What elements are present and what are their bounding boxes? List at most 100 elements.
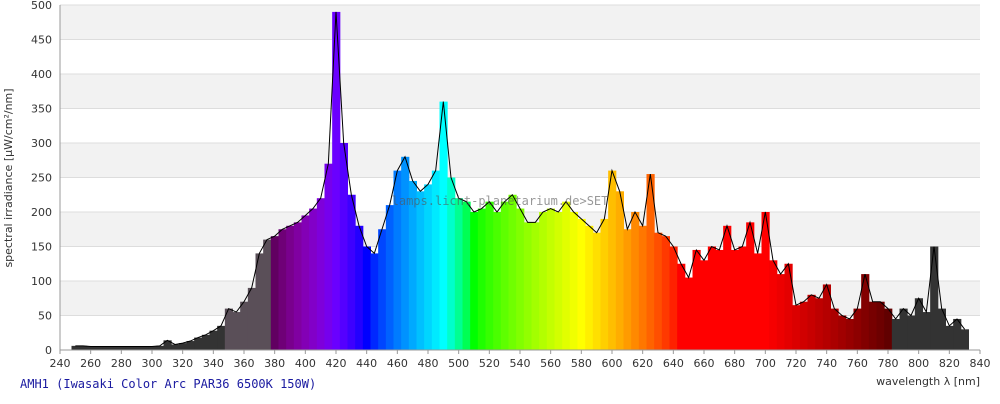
x-axis-label: wavelength λ [nm]	[876, 375, 980, 388]
spectrum-bar	[723, 225, 732, 350]
x-tick-label: 680	[724, 357, 745, 370]
spectrum-bar	[945, 325, 954, 350]
spectrum-bar	[761, 212, 770, 350]
x-tick-label: 600	[602, 357, 623, 370]
spectrum-bar	[769, 260, 778, 350]
spectrum-bar	[792, 305, 801, 350]
spectrum-bar	[562, 201, 571, 350]
spectrum-bar	[79, 345, 88, 350]
spectrum-bar	[470, 212, 479, 350]
spectrum-bar	[922, 312, 931, 350]
spectrum-bar	[332, 11, 341, 351]
spectrum-bar	[907, 315, 916, 350]
spectrum-bar	[815, 298, 824, 350]
spectrum-bar	[516, 208, 525, 350]
spectrum-bar	[937, 308, 946, 350]
spectrum-bar	[654, 232, 663, 350]
spectrum-bar	[953, 318, 962, 350]
spectrum-bar	[838, 315, 847, 350]
spectrum-bar	[454, 198, 463, 350]
x-tick-label: 320	[172, 357, 193, 370]
spectrum-bar	[424, 184, 433, 350]
spectrum-bar	[263, 239, 272, 350]
spectrum-bar	[431, 170, 440, 350]
spectrum-bar	[845, 318, 854, 350]
x-tick-label: 700	[755, 357, 776, 370]
y-tick-label: 50	[38, 310, 52, 323]
spectrum-bar	[324, 163, 333, 350]
spectrum-bar	[462, 201, 471, 350]
spectrum-bar	[569, 212, 578, 350]
spectrum-bar	[416, 191, 425, 350]
spectrum-bar	[316, 198, 325, 350]
spectrum-bar	[707, 246, 716, 350]
x-tick-label: 780	[878, 357, 899, 370]
spectrum-bar	[730, 249, 739, 350]
chart-title: AMH1 (Iwasaki Color Arc PAR36 6500K 150W…	[20, 377, 316, 391]
spectrum-bar	[960, 329, 969, 350]
spectrum-bar	[531, 222, 540, 350]
spectrum-bar	[539, 212, 548, 350]
x-tick-label: 300	[142, 357, 163, 370]
spectrum-bar	[209, 330, 218, 350]
spectrum-bar	[853, 308, 862, 350]
spectrum-bar	[309, 208, 318, 350]
spectrum-bar	[102, 346, 111, 350]
spectrum-bar	[339, 143, 348, 350]
x-tick-label: 640	[663, 357, 684, 370]
x-tick-label: 500	[448, 357, 469, 370]
spectrum-bar	[753, 253, 762, 350]
spectrum-bar	[362, 246, 371, 350]
spectrum-bar	[523, 222, 532, 350]
spectrum-bar	[884, 308, 893, 350]
spectrum-bar	[347, 194, 356, 350]
spectrum-bar	[715, 249, 724, 350]
spectrum-bar	[286, 225, 295, 350]
spectrum-bar	[585, 225, 594, 350]
x-tick-label: 280	[111, 357, 132, 370]
spectrum-outline	[75, 11, 966, 348]
x-tick-label: 400	[295, 357, 316, 370]
y-tick-label: 150	[31, 241, 52, 254]
spectrum-bar	[623, 229, 632, 350]
spectrum-bar	[178, 343, 187, 350]
spectrum-bar	[439, 101, 448, 350]
spectrum-bar	[247, 287, 256, 350]
spectrum-bar	[700, 260, 709, 350]
x-tick-label: 620	[632, 357, 653, 370]
y-tick-label: 0	[45, 344, 52, 357]
spectrum-bar	[132, 346, 141, 350]
spectrum-bar	[746, 222, 755, 350]
spectrum-bar	[194, 337, 203, 350]
x-tick-label: 260	[80, 357, 101, 370]
spectrum-bar	[807, 294, 816, 350]
spectrum-bar	[485, 201, 494, 350]
spectrum-bar	[868, 301, 877, 350]
x-tick-label: 560	[540, 357, 561, 370]
spectrum-bar	[378, 229, 387, 350]
spectrum-bar	[508, 194, 517, 350]
spectrum-bar	[109, 346, 118, 350]
spectrum-bar	[692, 249, 701, 350]
spectrum-bar	[500, 201, 509, 350]
spectrum-bar	[408, 180, 417, 350]
spectrum-bar	[477, 208, 486, 350]
spectrum-bar	[301, 215, 310, 350]
x-tick-label: 740	[816, 357, 837, 370]
spectrum-bar	[224, 308, 233, 350]
spectrum-bar	[600, 218, 609, 350]
spectrum-bar	[401, 156, 410, 350]
y-axis-label: spectral irradiance [µW/cm²/nm]	[2, 88, 15, 267]
x-tick-label: 660	[694, 357, 715, 370]
y-tick-label: 300	[31, 137, 52, 150]
spectrum-bar	[447, 177, 456, 350]
y-tick-label: 100	[31, 275, 52, 288]
spectrum-bar	[899, 308, 908, 350]
x-tick-label: 540	[510, 357, 531, 370]
spectrum-bar	[891, 318, 900, 350]
x-tick-label: 480	[418, 357, 439, 370]
spectrum-bar	[930, 246, 939, 350]
spectrum-bar	[638, 225, 647, 350]
grid-band	[60, 74, 980, 109]
